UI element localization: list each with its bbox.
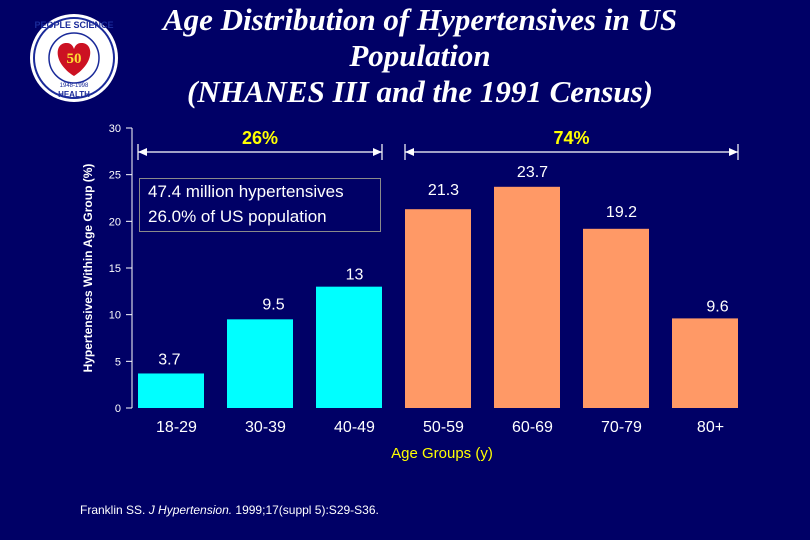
- framingham-heart-study-logo-icon: 50 PEOPLE SCIENCE 1948-1998 HEALTH: [30, 14, 118, 102]
- bracket-arrow-right-0: [373, 148, 382, 156]
- data-label-30-39: 9.5: [262, 296, 284, 313]
- x-tick-label: 50-59: [423, 419, 464, 436]
- y-tick-label: 15: [109, 263, 121, 275]
- citation-prefix: Franklin SS.: [80, 503, 149, 517]
- y-axis-title: Hypertensives Within Age Group (%): [81, 164, 95, 373]
- bracket-arrow-left-0: [138, 148, 147, 156]
- annotation-box: [139, 178, 381, 232]
- svg-text:PEOPLE SCIENCE: PEOPLE SCIENCE: [34, 20, 113, 30]
- x-tick-label: 18-29: [156, 419, 197, 436]
- citation-suffix: 1999;17(suppl 5):S29-S36.: [232, 503, 379, 517]
- bar-30-39: [227, 319, 293, 408]
- svg-text:50: 50: [67, 51, 82, 67]
- bracket-label-1: 74%: [553, 128, 589, 148]
- title-line-1: Age Distribution of Hypertensives in US: [162, 2, 678, 37]
- x-tick-label: 30-39: [245, 419, 286, 436]
- x-tick-label: 60-69: [512, 419, 553, 436]
- bar-40-49: [316, 286, 382, 408]
- bar-60-69: [494, 186, 560, 408]
- bar-18-29: [138, 373, 204, 408]
- x-tick-label: 80+: [697, 419, 724, 436]
- title-line-2: Population: [349, 38, 491, 73]
- y-tick-label: 5: [115, 356, 121, 368]
- y-tick-label: 25: [109, 170, 121, 182]
- title-line-3: (NHANES III and the 1991 Census): [187, 74, 653, 109]
- svg-text:HEALTH: HEALTH: [58, 90, 90, 99]
- data-label-70-79: 19.2: [606, 204, 637, 221]
- annotation-line-1: 47.4 million hypertensives: [148, 182, 344, 201]
- y-tick-label: 0: [115, 403, 121, 415]
- y-tick-label: 10: [109, 310, 121, 322]
- x-tick-label: 70-79: [601, 419, 642, 436]
- data-label-40-49: 13: [346, 267, 364, 284]
- data-label-60-69: 23.7: [517, 164, 548, 181]
- y-tick-label: 30: [109, 123, 121, 135]
- bar-50-59: [405, 209, 471, 408]
- bracket-arrow-right-1: [729, 148, 738, 156]
- x-tick-label: 40-49: [334, 419, 375, 436]
- bracket-arrow-left-1: [405, 148, 414, 156]
- citation-journal: J Hypertension.: [148, 503, 233, 517]
- data-label-18-29: 3.7: [158, 351, 180, 368]
- bar-80+: [672, 318, 738, 408]
- bracket-label-0: 26%: [242, 128, 278, 148]
- svg-text:1948-1998: 1948-1998: [60, 83, 89, 89]
- x-axis-title: Age Groups (y): [391, 445, 493, 462]
- citation: Franklin SS. J Hypertension. 1999;17(sup…: [80, 503, 379, 517]
- data-label-80+: 9.6: [706, 298, 728, 315]
- y-tick-label: 20: [109, 216, 121, 228]
- data-label-50-59: 21.3: [428, 182, 459, 199]
- bar-70-79: [583, 228, 649, 408]
- annotation-line-2: 26.0% of US population: [148, 207, 327, 226]
